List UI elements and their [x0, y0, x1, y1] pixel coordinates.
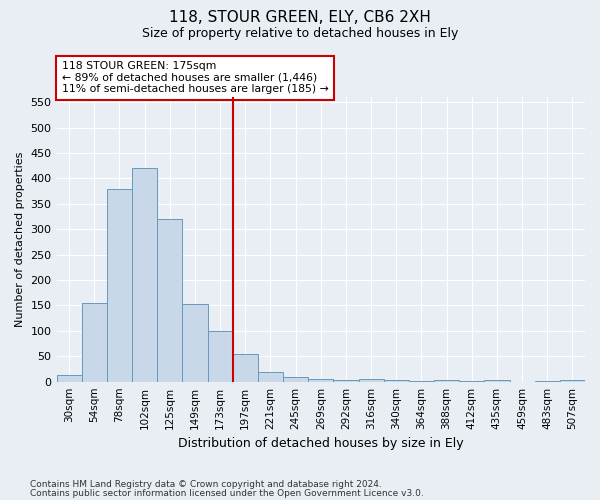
Bar [182, 304, 208, 382]
Bar [82, 303, 107, 382]
Text: Contains HM Land Registry data © Crown copyright and database right 2024.: Contains HM Land Registry data © Crown c… [30, 480, 382, 489]
Bar [107, 188, 132, 382]
Bar [208, 331, 233, 382]
Bar [535, 381, 560, 382]
X-axis label: Distribution of detached houses by size in Ely: Distribution of detached houses by size … [178, 437, 464, 450]
Bar [56, 375, 82, 382]
Bar [283, 376, 308, 382]
Bar [484, 380, 509, 382]
Text: Size of property relative to detached houses in Ely: Size of property relative to detached ho… [142, 28, 458, 40]
Bar [334, 380, 359, 382]
Bar [233, 354, 258, 382]
Y-axis label: Number of detached properties: Number of detached properties [15, 152, 25, 327]
Text: Contains public sector information licensed under the Open Government Licence v3: Contains public sector information licen… [30, 490, 424, 498]
Bar [459, 380, 484, 382]
Text: 118 STOUR GREEN: 175sqm
← 89% of detached houses are smaller (1,446)
11% of semi: 118 STOUR GREEN: 175sqm ← 89% of detache… [62, 61, 329, 94]
Bar [409, 380, 434, 382]
Text: 118, STOUR GREEN, ELY, CB6 2XH: 118, STOUR GREEN, ELY, CB6 2XH [169, 10, 431, 25]
Bar [359, 379, 383, 382]
Bar [560, 380, 585, 382]
Bar [434, 380, 459, 382]
Bar [308, 379, 334, 382]
Bar [258, 372, 283, 382]
Bar [383, 380, 409, 382]
Bar [157, 219, 182, 382]
Bar [132, 168, 157, 382]
